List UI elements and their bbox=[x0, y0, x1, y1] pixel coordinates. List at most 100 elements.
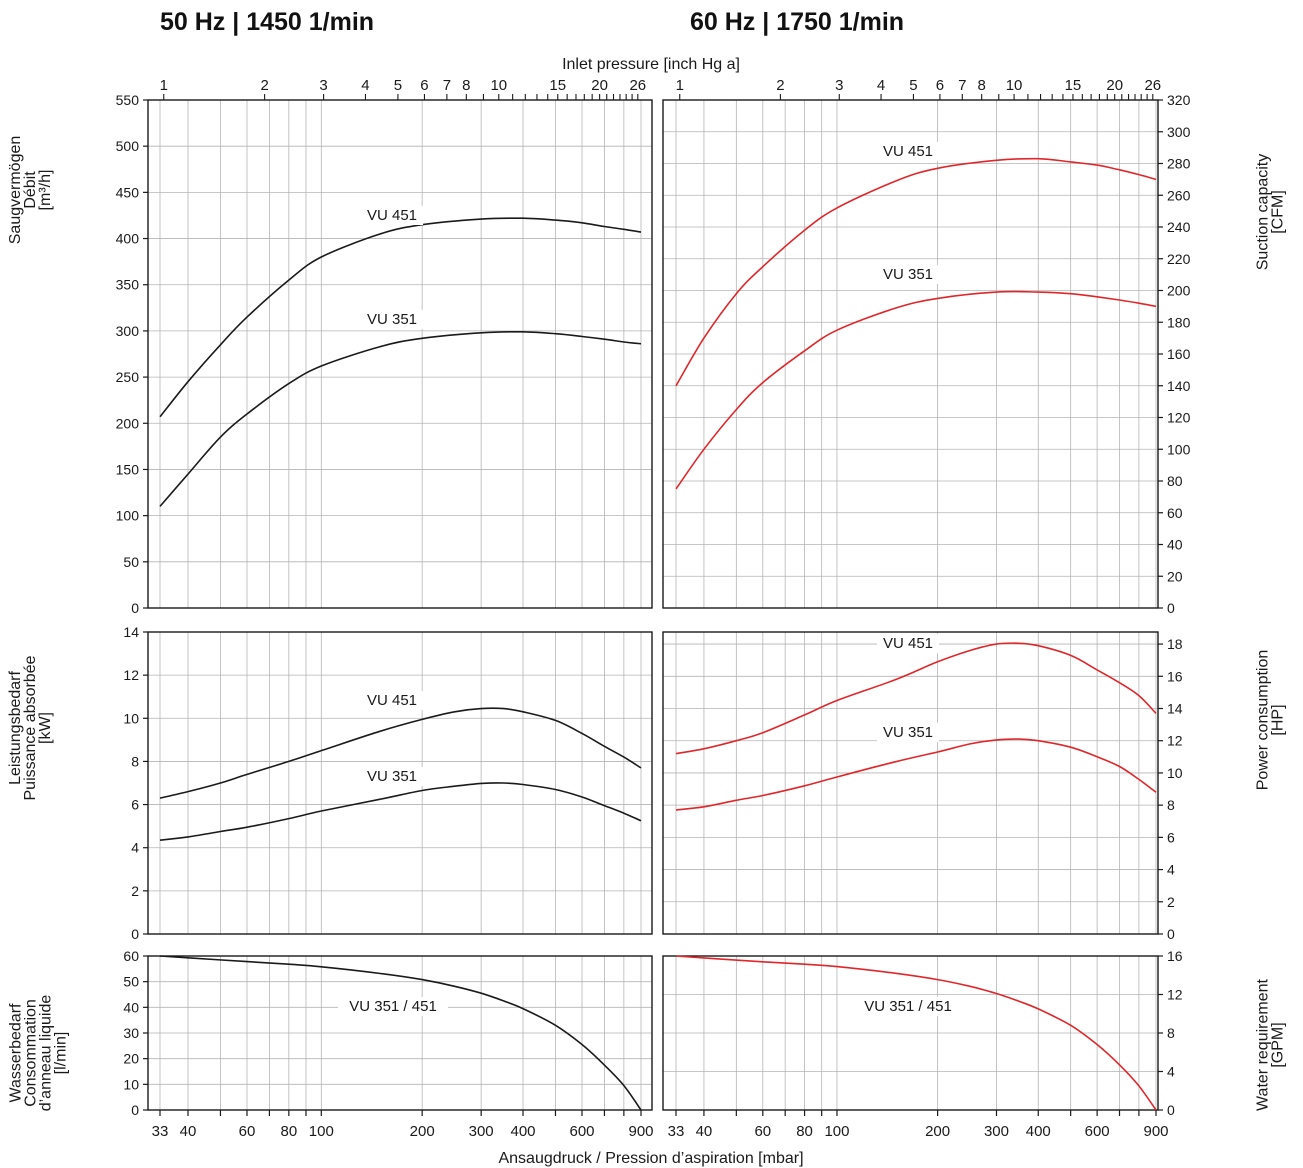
x-tick-label: 100 bbox=[309, 1123, 334, 1140]
y-tick-label: 160 bbox=[1167, 346, 1191, 362]
series-line-power-60hz-vu-351 bbox=[675, 738, 1157, 811]
series-label-bg bbox=[338, 997, 448, 1016]
y-tick-label: 20 bbox=[123, 1051, 139, 1067]
y-tick-label: 500 bbox=[116, 138, 140, 154]
x-tick-label: 900 bbox=[1143, 1123, 1168, 1140]
y-tick-label: 4 bbox=[1167, 862, 1175, 878]
y-axis-title-power-left-line: Leistungsbedarf bbox=[7, 671, 24, 785]
y-axis-title-suction-right: Suction capacity[CFM] bbox=[1255, 154, 1287, 271]
y-tick-label: 140 bbox=[1167, 378, 1191, 394]
x-top-tick-label: 7 bbox=[443, 77, 451, 94]
x-top-tick-label: 5 bbox=[394, 77, 402, 94]
x-tick-label: 33 bbox=[152, 1123, 169, 1140]
series-label: VU 451 bbox=[367, 692, 417, 709]
x-tick-label: 100 bbox=[824, 1123, 849, 1140]
x-top-tick-label: 4 bbox=[361, 77, 369, 94]
y-tick-label: 150 bbox=[116, 461, 140, 477]
y-tick-label: 12 bbox=[123, 667, 139, 683]
y-axis-title-water-right: Water requirement[GPM] bbox=[1255, 979, 1287, 1111]
y-axis-title-suction-left-line: Saugvermögen bbox=[7, 136, 24, 245]
y-tick-label: 0 bbox=[131, 600, 139, 616]
y-tick-label: 6 bbox=[131, 797, 139, 813]
y-tick-label: 40 bbox=[123, 999, 139, 1015]
x-tick-label: 900 bbox=[628, 1123, 653, 1140]
y-axis-title-water-left-line: Consommation bbox=[23, 999, 40, 1107]
y-tick-label: 40 bbox=[1167, 537, 1183, 553]
y-tick-label: 50 bbox=[123, 974, 139, 990]
y-tick-label: 12 bbox=[1167, 987, 1183, 1003]
x-top-tick-label: 1 bbox=[676, 77, 684, 94]
y-tick-label: 12 bbox=[1167, 733, 1183, 749]
y-tick-label: 8 bbox=[1167, 1025, 1175, 1041]
y-tick-label: 200 bbox=[1167, 283, 1191, 299]
x-tick-label: 80 bbox=[796, 1123, 813, 1140]
series-label-bg bbox=[877, 142, 939, 161]
y-axis-title-power-right-line: [HP] bbox=[1270, 704, 1287, 735]
y-axis-title-suction-left-line: Débit bbox=[22, 171, 39, 209]
series-label-bg bbox=[361, 206, 423, 225]
series-label-bg bbox=[361, 310, 423, 329]
x-top-tick-label: 5 bbox=[909, 77, 917, 94]
y-tick-label: 30 bbox=[123, 1025, 139, 1041]
y-axis-title-power-right-line: Power consumption bbox=[1255, 650, 1272, 791]
y-tick-label: 260 bbox=[1167, 187, 1191, 203]
series-line-suction-50hz-vu-351 bbox=[159, 330, 642, 507]
series-label: VU 351 / 451 bbox=[349, 998, 437, 1015]
y-tick-label: 300 bbox=[1167, 124, 1191, 140]
y-tick-label: 240 bbox=[1167, 219, 1191, 235]
y-tick-label: 18 bbox=[1167, 636, 1183, 652]
y-tick-label: 200 bbox=[116, 415, 140, 431]
x-tick-label: 60 bbox=[754, 1123, 771, 1140]
y-tick-label: 60 bbox=[123, 948, 139, 964]
y-tick-label: 0 bbox=[131, 926, 139, 942]
series-label: VU 451 bbox=[883, 635, 933, 652]
x-top-tick-label: 10 bbox=[490, 77, 507, 94]
y-tick-label: 0 bbox=[1167, 926, 1175, 942]
x-tick-label: 80 bbox=[280, 1123, 297, 1140]
y-tick-label: 350 bbox=[116, 277, 140, 293]
series-label: VU 351 bbox=[883, 724, 933, 741]
y-tick-label: 180 bbox=[1167, 314, 1191, 330]
y-tick-label: 120 bbox=[1167, 410, 1191, 426]
y-tick-label: 8 bbox=[131, 753, 139, 769]
series-label: VU 451 bbox=[367, 207, 417, 224]
y-tick-label: 6 bbox=[1167, 829, 1175, 845]
x-tick-label: 40 bbox=[180, 1123, 197, 1140]
y-tick-label: 0 bbox=[1167, 1102, 1175, 1118]
series-label: VU 351 bbox=[883, 266, 933, 283]
x-top-tick-label: 20 bbox=[1106, 77, 1123, 94]
x-top-tick-label: 2 bbox=[260, 77, 268, 94]
x-tick-label: 300 bbox=[469, 1123, 494, 1140]
y-tick-label: 20 bbox=[1167, 568, 1183, 584]
y-axis-title-power-right: Power consumption[HP] bbox=[1255, 650, 1287, 791]
series-label: VU 351 bbox=[367, 311, 417, 328]
y-tick-label: 320 bbox=[1167, 92, 1191, 108]
x-top-tick-label: 15 bbox=[1065, 77, 1082, 94]
series-line-power-50hz-vu-351 bbox=[159, 782, 642, 841]
chart-title-50hz: 50 Hz | 1450 1/min bbox=[160, 8, 375, 36]
panel-frame-power-60hz bbox=[662, 631, 1159, 935]
x-tick-label: 300 bbox=[984, 1123, 1009, 1140]
y-tick-label: 250 bbox=[116, 369, 140, 385]
y-axis-title-power-left-line: [kW] bbox=[37, 712, 54, 744]
series-label-bg bbox=[877, 723, 939, 742]
x-top-tick-label: 6 bbox=[420, 77, 428, 94]
y-axis-title-water-left-line: d’anneau liquide bbox=[38, 995, 55, 1112]
y-tick-label: 80 bbox=[1167, 473, 1183, 489]
series-line-suction-60hz-vu-351 bbox=[675, 290, 1157, 490]
x-top-tick-label: 26 bbox=[629, 77, 646, 94]
x-top-tick-label: 6 bbox=[936, 77, 944, 94]
series-label: VU 351 / 451 bbox=[864, 998, 952, 1015]
y-tick-label: 14 bbox=[123, 624, 139, 640]
y-tick-label: 14 bbox=[1167, 701, 1183, 717]
y-tick-label: 100 bbox=[116, 508, 140, 524]
y-tick-label: 16 bbox=[1167, 668, 1183, 684]
y-axis-title-suction-right-line: Suction capacity bbox=[1255, 154, 1272, 271]
x-top-tick-label: 1 bbox=[160, 77, 168, 94]
series-line-water-50hz-vu-351-451 bbox=[159, 955, 642, 1111]
x-axis-title-top: Inlet pressure [inch Hg a] bbox=[562, 56, 740, 73]
y-tick-label: 100 bbox=[1167, 441, 1191, 457]
x-top-tick-label: 4 bbox=[877, 77, 885, 94]
